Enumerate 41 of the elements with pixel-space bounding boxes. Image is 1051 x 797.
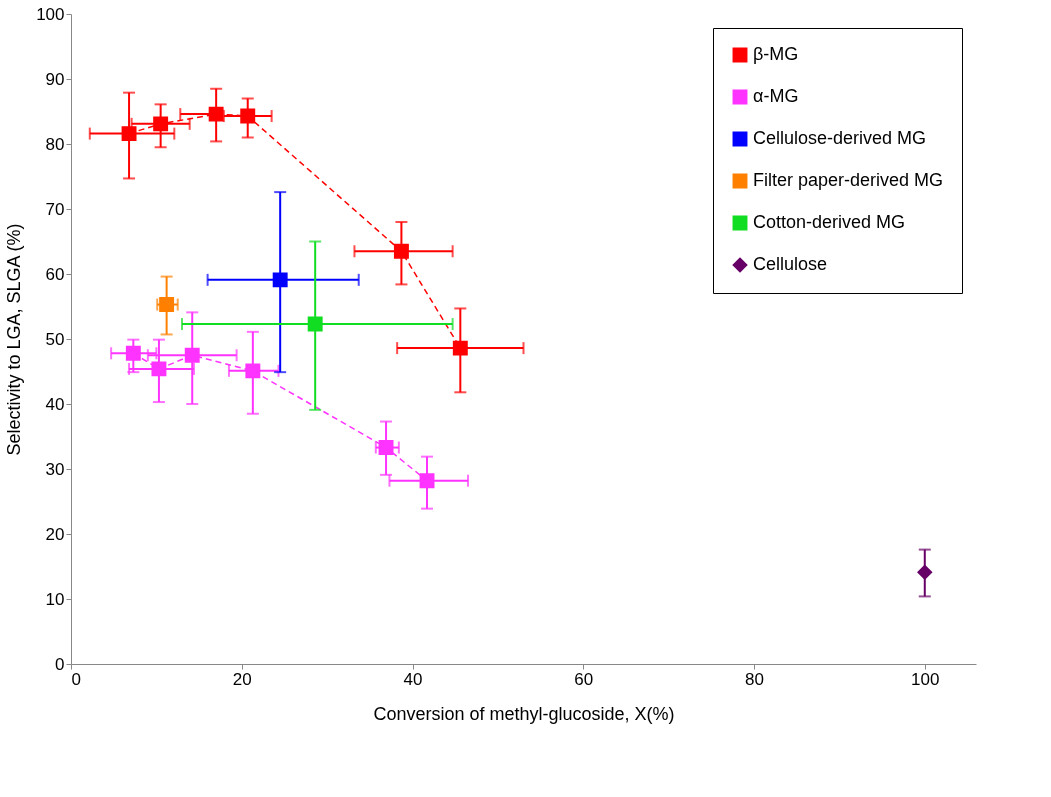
x-tick-label: 80	[745, 669, 764, 689]
y-tick-label: 60	[45, 264, 65, 284]
point	[378, 440, 394, 456]
point	[151, 361, 167, 377]
legend-label: α-MG	[753, 86, 799, 106]
point	[240, 108, 256, 124]
y-axis-title: Selectivity to LGA, SLGA (%)	[4, 223, 25, 456]
point	[272, 272, 288, 288]
x-tick-label: 40	[403, 669, 423, 689]
x-tick-label: 0	[71, 669, 81, 689]
point	[184, 347, 200, 363]
y-tick-label: 0	[55, 654, 65, 674]
point	[393, 243, 409, 259]
point	[419, 473, 435, 489]
y-tick-label: 10	[45, 589, 65, 609]
x-tick-label: 100	[911, 669, 940, 689]
legend-label: Filter paper-derived MG	[753, 170, 944, 190]
y-tick-label: 90	[45, 69, 65, 89]
point	[153, 116, 169, 132]
point	[125, 345, 141, 361]
y-tick-label: 50	[45, 329, 65, 349]
x-tick-label: 60	[574, 669, 594, 689]
y-tick-label: 20	[45, 524, 65, 544]
point	[245, 363, 261, 379]
point	[917, 564, 933, 580]
point	[208, 106, 224, 122]
y-tick-label: 30	[45, 459, 65, 479]
y-tick-label: 80	[45, 134, 65, 154]
point	[307, 316, 323, 332]
y-tick-label: 70	[45, 199, 65, 219]
legend-label: β-MG	[753, 44, 799, 64]
x-tick-label: 20	[232, 669, 252, 689]
x-axis-title: Conversion of methyl-glucoside, X(%)	[373, 703, 675, 724]
legend-label: Cotton-derived MG	[753, 212, 906, 232]
point	[121, 126, 137, 142]
point	[452, 340, 468, 356]
legend-label: Cellulose-derived MG	[753, 128, 927, 148]
y-tick-label: 100	[36, 4, 65, 24]
legend-label: Cellulose	[753, 254, 828, 274]
y-tick-label: 40	[45, 394, 65, 414]
point	[159, 297, 175, 313]
